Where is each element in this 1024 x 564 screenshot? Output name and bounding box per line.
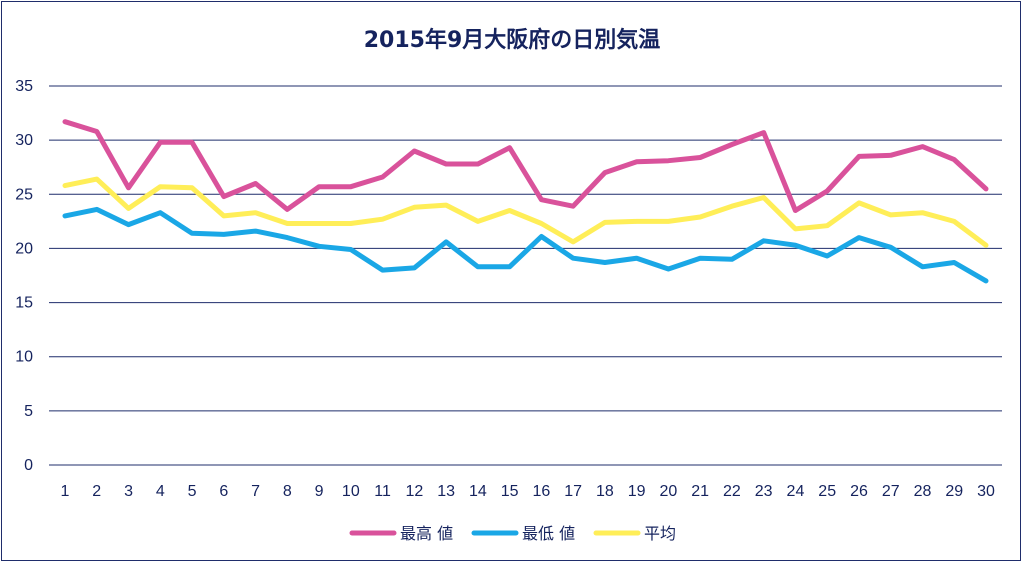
series-line-3 (62, 176, 989, 248)
x-tick-label: 15 (501, 483, 519, 500)
legend: 最高 値 最低 値 平均 (349, 524, 676, 543)
x-tick-label: 3 (124, 483, 133, 500)
x-tick-label: 6 (219, 483, 228, 500)
x-tick-label: 21 (691, 483, 709, 500)
x-tick-label: 5 (188, 483, 197, 500)
x-tick-label: 27 (882, 483, 900, 500)
y-tick-label: 20 (15, 240, 33, 257)
x-tick-label: 26 (850, 483, 868, 500)
x-tick-label: 8 (283, 483, 292, 500)
series-line-1 (62, 119, 989, 213)
x-tick-label: 18 (596, 483, 614, 500)
x-tick-label: 28 (914, 483, 932, 500)
x-tick-label: 2 (92, 483, 101, 500)
x-tick-label: 30 (977, 483, 995, 500)
y-tick-label: 15 (15, 295, 33, 312)
x-tick-label: 1 (61, 483, 70, 500)
legend-label: 最高 値 (400, 524, 453, 543)
x-axis-ticks: 1 2 3 4 5 6 7 8 9 10 11 12 13 14 15 16 17 18 19 20 21 22 23 24 2… (61, 483, 995, 500)
chart-title: 2015年9月大阪府の日別気温 (364, 27, 661, 53)
legend-label: 最低 値 (522, 524, 575, 543)
y-tick-label: 0 (24, 457, 33, 474)
x-tick-label: 19 (628, 483, 646, 500)
x-tick-label: 4 (156, 483, 165, 500)
x-tick-label: 17 (564, 483, 582, 500)
y-tick-label: 25 (15, 186, 33, 203)
x-tick-label: 12 (405, 483, 423, 500)
x-tick-label: 10 (342, 483, 360, 500)
x-tick-label: 13 (437, 483, 455, 500)
x-tick-label: 24 (787, 483, 805, 500)
y-tick-label: 10 (15, 349, 33, 366)
x-tick-label: 14 (469, 483, 487, 500)
x-tick-label: 16 (532, 483, 550, 500)
y-tick-label: 5 (24, 403, 33, 420)
y-axis-ticks: 0 5 10 15 20 25 30 35 (15, 78, 33, 474)
x-tick-label: 25 (818, 483, 836, 500)
x-tick-label: 7 (251, 483, 260, 500)
x-tick-label: 23 (755, 483, 773, 500)
y-tick-label: 30 (15, 132, 33, 149)
x-tick-label: 22 (723, 483, 741, 500)
x-tick-label: 29 (945, 483, 963, 500)
series-lines (62, 119, 989, 284)
x-tick-label: 11 (374, 483, 391, 500)
y-tick-label: 35 (15, 78, 33, 95)
x-tick-label: 20 (660, 483, 678, 500)
series-line-2 (62, 206, 989, 284)
x-tick-label: 9 (315, 483, 324, 500)
legend-label: 平均 (644, 524, 676, 543)
